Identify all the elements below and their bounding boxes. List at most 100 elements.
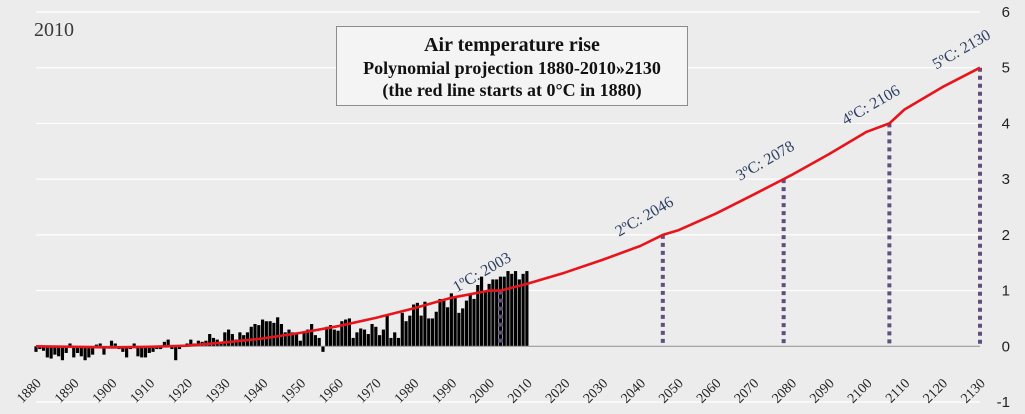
data-bar [461,308,465,347]
data-bar [38,346,42,350]
y-tick-label: 5 [1002,60,1010,77]
data-bar [381,329,385,347]
data-bar [68,343,72,347]
y-tick-label: 1 [1002,283,1010,300]
data-bar [166,339,170,347]
data-bar [521,273,525,347]
data-bar [260,319,265,347]
data-bar [64,346,68,353]
data-bar [378,335,382,347]
data-bar [257,325,261,347]
data-bar [60,346,65,361]
data-bar [445,307,450,347]
data-bar [313,335,318,347]
data-bar [219,343,223,347]
chart-title-box: Air temperature rise Polynomial projecti… [336,26,688,106]
data-bar [517,279,521,347]
data-bar [483,290,487,347]
data-bar [208,334,212,347]
data-bar [332,329,336,347]
data-bar [340,321,344,347]
data-bar [502,276,506,347]
data-bar [408,315,412,347]
data-bar [321,346,325,352]
data-bar [415,302,419,347]
data-bar [94,344,99,347]
chart-subtitle: Polynomial projection 1880-2010»2130 [363,58,661,78]
data-bar [125,346,129,358]
data-bar [174,346,178,361]
data-bar [249,326,253,347]
y-tick-label: 2 [1002,227,1010,244]
data-bar [355,332,359,347]
threshold-label: 5ºC: 2130 [930,26,994,73]
projection-line [35,66,981,349]
data-bar [72,346,76,358]
data-bar [287,329,291,347]
data-bar [400,312,404,347]
data-bar [162,341,166,347]
data-bar [430,318,435,347]
data-bar [253,324,257,347]
data-bar [487,283,491,347]
data-bar [423,301,427,347]
data-bar [351,337,355,347]
data-bar [495,279,499,347]
data-bar [396,337,401,347]
threshold-label: 4ºC: 2106 [839,82,903,129]
data-bar [328,325,333,347]
data-bar [294,334,299,347]
data-bar [472,298,476,347]
data-bar [49,346,53,359]
data-bar [53,346,57,355]
data-bar [393,332,397,347]
data-bar [506,271,510,347]
corner-year-label: 2010 [34,19,74,41]
data-bar [427,318,431,347]
data-bar [498,276,503,347]
data-bar [476,285,480,347]
data-bar [226,329,231,347]
data-bar [98,343,102,347]
data-bar [438,298,442,347]
data-bar [283,332,287,347]
data-bar [374,326,378,347]
data-bar [170,346,174,350]
y-tick-label: -1 [997,394,1010,411]
data-bar [389,337,393,347]
data-bar [385,315,389,347]
data-bar [468,293,472,347]
data-bar [359,328,363,347]
data-bar [419,315,423,347]
data-bar [177,346,182,350]
data-bar [189,339,193,347]
data-bar [291,332,295,347]
data-bar [113,343,117,347]
data-bar [223,332,227,347]
data-bar [434,311,438,347]
data-bar [479,276,484,347]
data-bar [57,346,61,357]
data-bar [83,346,87,361]
data-bar [336,330,340,347]
data-bar [298,340,302,347]
data-bar [317,337,321,347]
data-bar [140,346,144,358]
data-bar [442,300,446,347]
data-bar [34,346,38,352]
chart-title: Air temperature rise [424,34,600,56]
data-bar [344,319,348,347]
data-bar [136,346,140,357]
data-bar [457,312,461,347]
data-bar [525,271,529,347]
data-bar [464,300,469,347]
data-bar [310,324,314,347]
chart-note: (the red line starts at 0°C in 1880) [382,80,642,100]
data-bar [79,346,83,357]
data-bar [132,343,136,347]
data-bar [404,321,408,347]
data-bar [510,273,514,347]
data-bar [45,346,49,358]
y-tick-label: 0 [1002,338,1010,355]
